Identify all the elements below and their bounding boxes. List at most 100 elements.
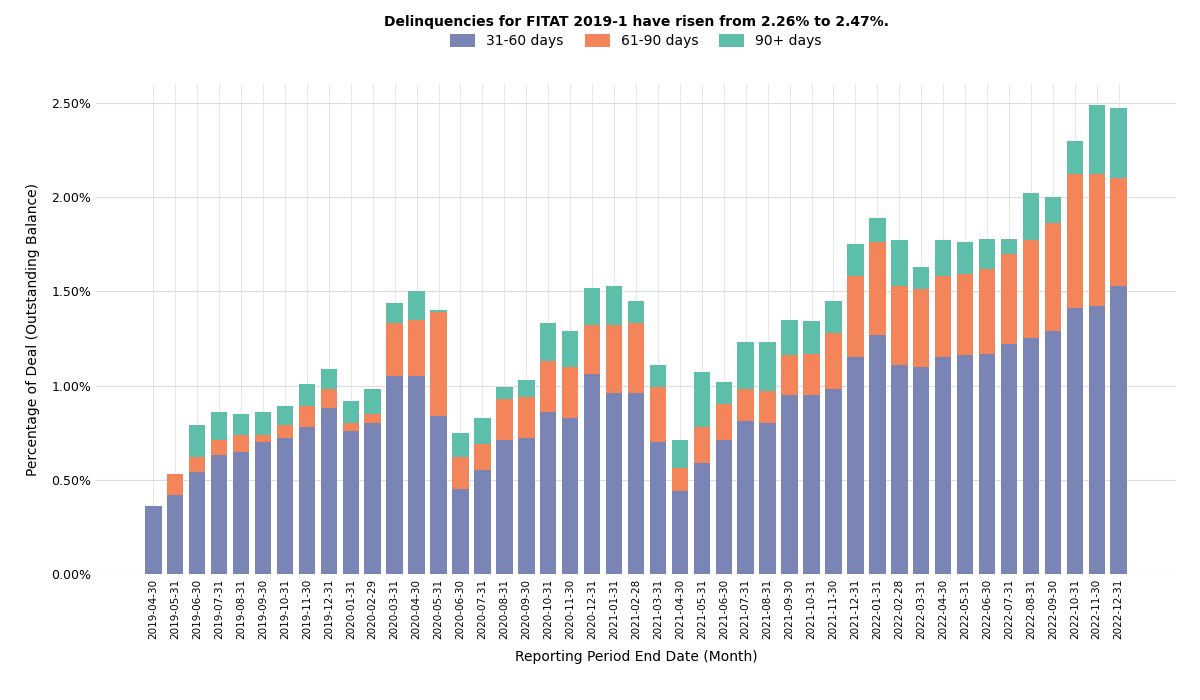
Bar [431, 310, 446, 312]
Bar [1001, 239, 1018, 253]
Bar [365, 424, 380, 574]
Bar [1088, 307, 1105, 574]
Bar [1088, 105, 1105, 174]
Bar [694, 427, 710, 463]
Bar [649, 387, 666, 442]
Bar [562, 367, 578, 418]
Bar [606, 393, 623, 574]
Bar [913, 267, 930, 289]
Bar [760, 342, 776, 391]
Bar [408, 291, 425, 320]
Bar [956, 274, 973, 356]
Bar [803, 354, 820, 395]
Bar [1001, 344, 1018, 574]
Bar [277, 438, 293, 574]
Bar [956, 356, 973, 574]
Bar [408, 376, 425, 574]
Bar [606, 286, 623, 326]
Bar [474, 470, 491, 574]
Bar [1045, 223, 1061, 331]
Bar [167, 474, 184, 495]
Bar [365, 414, 380, 424]
Bar [628, 301, 644, 323]
Bar [979, 269, 995, 354]
Bar [694, 372, 710, 427]
Bar [781, 395, 798, 574]
Bar [781, 356, 798, 395]
X-axis label: Reporting Period End Date (Month): Reporting Period End Date (Month) [515, 650, 757, 664]
Bar [913, 289, 930, 367]
Bar [606, 326, 623, 393]
Bar [694, 463, 710, 574]
Bar [1045, 197, 1061, 223]
Bar [408, 320, 425, 376]
Bar [738, 389, 754, 421]
Bar [1045, 331, 1061, 574]
Bar [1022, 193, 1039, 240]
Bar [1067, 308, 1084, 574]
Bar [584, 326, 600, 374]
Bar [299, 384, 316, 406]
Y-axis label: Percentage of Deal (Outstanding Balance): Percentage of Deal (Outstanding Balance) [26, 183, 40, 475]
Bar [649, 365, 666, 387]
Bar [386, 323, 403, 376]
Bar [760, 391, 776, 423]
Bar [342, 424, 359, 430]
Bar [869, 335, 886, 574]
Bar [211, 455, 227, 574]
Bar [320, 369, 337, 389]
Bar [584, 288, 600, 326]
Bar [715, 405, 732, 440]
Bar [518, 438, 534, 574]
Bar [869, 242, 886, 335]
Bar [254, 435, 271, 442]
Bar [760, 424, 776, 574]
Bar [431, 416, 446, 574]
Bar [254, 442, 271, 574]
Bar [847, 276, 864, 357]
Bar [562, 331, 578, 367]
Bar [342, 400, 359, 424]
Bar [672, 491, 688, 574]
Bar [233, 414, 250, 435]
Bar [233, 452, 250, 574]
Bar [781, 320, 798, 356]
Bar [299, 406, 316, 427]
Bar [979, 239, 995, 269]
Bar [188, 457, 205, 473]
Bar [628, 393, 644, 574]
Bar [1110, 178, 1127, 286]
Bar [738, 342, 754, 389]
Bar [935, 240, 952, 276]
Bar [1110, 286, 1127, 574]
Bar [715, 440, 732, 574]
Bar [892, 365, 907, 574]
Bar [913, 367, 930, 574]
Bar [1067, 174, 1084, 308]
Bar [540, 412, 557, 574]
Bar [892, 286, 907, 365]
Bar [892, 240, 907, 286]
Bar [738, 421, 754, 574]
Bar [540, 361, 557, 412]
Bar [628, 323, 644, 393]
Bar [1022, 338, 1039, 574]
Bar [211, 412, 227, 440]
Bar [233, 435, 250, 452]
Bar [452, 457, 469, 489]
Bar [386, 376, 403, 574]
Bar [540, 323, 557, 361]
Bar [431, 312, 446, 416]
Bar [562, 418, 578, 574]
Bar [803, 395, 820, 574]
Bar [935, 357, 952, 574]
Bar [299, 427, 316, 574]
Bar [386, 302, 403, 323]
Bar [254, 412, 271, 435]
Bar [518, 380, 534, 397]
Bar [452, 489, 469, 574]
Bar [1067, 141, 1084, 174]
Bar [826, 389, 841, 574]
Bar [715, 382, 732, 405]
Bar [803, 321, 820, 354]
